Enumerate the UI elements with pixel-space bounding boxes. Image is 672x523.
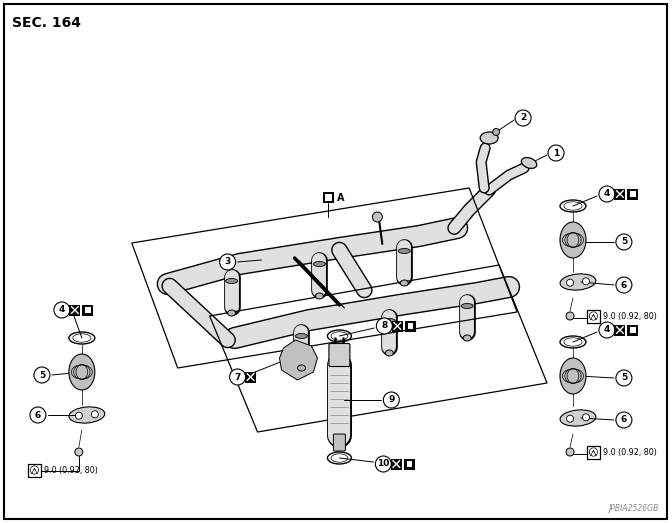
FancyBboxPatch shape	[83, 304, 93, 315]
Circle shape	[34, 367, 50, 383]
Ellipse shape	[298, 365, 306, 371]
FancyBboxPatch shape	[333, 434, 345, 451]
Ellipse shape	[463, 335, 471, 341]
Circle shape	[583, 278, 589, 285]
Text: A: A	[337, 193, 345, 203]
Circle shape	[383, 392, 399, 408]
Text: 4: 4	[603, 189, 610, 199]
Circle shape	[583, 414, 589, 421]
Text: 6: 6	[35, 411, 41, 419]
Ellipse shape	[560, 222, 586, 258]
Circle shape	[616, 370, 632, 386]
Ellipse shape	[493, 129, 499, 135]
FancyBboxPatch shape	[325, 194, 333, 201]
Ellipse shape	[401, 280, 409, 286]
Circle shape	[75, 412, 83, 419]
Text: 9.0 (0.92, 80): 9.0 (0.92, 80)	[44, 465, 98, 474]
Circle shape	[616, 277, 632, 293]
Circle shape	[616, 412, 632, 428]
FancyBboxPatch shape	[85, 306, 91, 313]
Ellipse shape	[228, 310, 236, 316]
Circle shape	[515, 110, 531, 126]
Text: SEC. 164: SEC. 164	[12, 16, 81, 30]
Circle shape	[566, 415, 573, 422]
Circle shape	[376, 456, 391, 472]
FancyBboxPatch shape	[245, 371, 256, 382]
FancyBboxPatch shape	[69, 304, 81, 315]
Circle shape	[30, 407, 46, 423]
FancyBboxPatch shape	[392, 321, 403, 332]
Circle shape	[599, 186, 615, 202]
Text: 9: 9	[388, 395, 394, 404]
Ellipse shape	[560, 274, 596, 290]
Ellipse shape	[296, 334, 308, 338]
FancyBboxPatch shape	[323, 192, 335, 203]
Circle shape	[566, 448, 574, 456]
Ellipse shape	[521, 157, 537, 168]
Circle shape	[372, 212, 382, 222]
Ellipse shape	[560, 410, 596, 426]
Ellipse shape	[461, 303, 473, 309]
Ellipse shape	[560, 358, 586, 394]
Ellipse shape	[313, 262, 325, 267]
Circle shape	[566, 279, 573, 286]
Circle shape	[220, 254, 236, 270]
Bar	[587, 446, 600, 459]
Bar	[587, 310, 600, 323]
Text: JPBIA2526GB: JPBIA2526GB	[609, 504, 659, 513]
Text: 5: 5	[621, 237, 627, 246]
FancyBboxPatch shape	[614, 188, 626, 199]
Circle shape	[548, 145, 564, 161]
Ellipse shape	[383, 319, 395, 324]
FancyBboxPatch shape	[630, 191, 636, 197]
FancyBboxPatch shape	[630, 327, 636, 333]
Ellipse shape	[385, 350, 393, 356]
Text: 2: 2	[520, 113, 526, 122]
FancyBboxPatch shape	[407, 461, 412, 467]
Circle shape	[230, 369, 245, 385]
FancyBboxPatch shape	[614, 324, 626, 335]
Text: 9.0 (0.92, 80): 9.0 (0.92, 80)	[603, 448, 657, 457]
Circle shape	[616, 234, 632, 250]
Text: 3: 3	[224, 257, 230, 267]
Text: 6: 6	[621, 415, 627, 425]
Text: 5: 5	[39, 370, 45, 380]
Ellipse shape	[315, 293, 323, 299]
Ellipse shape	[69, 407, 105, 423]
Polygon shape	[280, 340, 317, 380]
Bar	[28, 463, 41, 476]
FancyBboxPatch shape	[404, 459, 415, 470]
Ellipse shape	[480, 132, 498, 144]
Text: 6: 6	[621, 280, 627, 290]
Circle shape	[376, 318, 392, 334]
FancyBboxPatch shape	[329, 344, 350, 367]
FancyBboxPatch shape	[391, 459, 402, 470]
FancyBboxPatch shape	[628, 324, 638, 335]
Text: 9.0 (0.92, 80): 9.0 (0.92, 80)	[603, 312, 657, 321]
Circle shape	[91, 411, 98, 418]
Ellipse shape	[226, 279, 238, 283]
Text: 4: 4	[603, 325, 610, 335]
Text: 1: 1	[553, 149, 559, 157]
Text: 7: 7	[235, 372, 241, 381]
Ellipse shape	[69, 354, 95, 390]
FancyBboxPatch shape	[405, 321, 416, 332]
Text: 8: 8	[381, 322, 388, 331]
Circle shape	[75, 448, 83, 456]
Text: 4: 4	[58, 305, 65, 314]
FancyBboxPatch shape	[407, 323, 413, 329]
Text: 10: 10	[377, 460, 390, 469]
Circle shape	[54, 302, 70, 318]
FancyBboxPatch shape	[628, 188, 638, 199]
Text: 5: 5	[621, 373, 627, 382]
Circle shape	[566, 312, 574, 320]
Ellipse shape	[398, 248, 411, 254]
Circle shape	[599, 322, 615, 338]
